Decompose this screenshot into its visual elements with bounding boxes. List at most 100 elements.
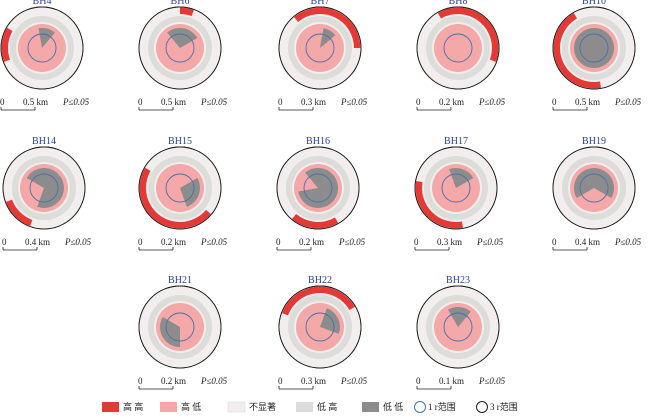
p-value-label: P≤0.05 xyxy=(64,237,92,247)
ring-3r xyxy=(2,146,86,230)
legend-label: 低 低 xyxy=(383,401,403,412)
scale-bar: 0 0.2 km xyxy=(416,97,464,111)
legend-swatch xyxy=(102,402,119,412)
legend: 高 高 高 低 不显著 低 高 低 低 1 r范围 3 r范围 xyxy=(102,401,518,413)
scale-zero: 0 xyxy=(416,97,421,107)
panel-title: BH4 xyxy=(33,0,52,7)
ring-3r xyxy=(416,285,500,369)
panel-title: BH6 xyxy=(171,0,190,7)
low-low-cluster xyxy=(167,27,198,48)
panel-bh21: BH21 0 0.2 km P≤0.05 xyxy=(138,275,228,390)
scale-label: 0.3 km xyxy=(437,237,462,247)
legend-item-high-low: 高 低 xyxy=(160,401,201,412)
scale-label: 0.4 km xyxy=(25,237,50,247)
legend-label: 高 低 xyxy=(181,401,201,412)
high-high-cluster xyxy=(1,27,13,62)
p-value-label: P≤0.05 xyxy=(478,376,506,386)
p-value-label: P≤0.05 xyxy=(200,376,228,386)
ring-1r xyxy=(443,33,473,63)
ring-3r xyxy=(138,146,222,230)
legend-swatch xyxy=(296,402,313,412)
ring-1r xyxy=(305,312,335,342)
panel-title: BH21 xyxy=(168,275,192,286)
ring-1r xyxy=(165,173,195,203)
scale-zero: 0 xyxy=(416,376,421,386)
ring-1r xyxy=(303,173,333,203)
scale-label: 0.2 km xyxy=(161,376,186,386)
ring-1r xyxy=(441,173,471,203)
legend-item-high-high: 高 高 xyxy=(102,401,143,412)
legend-label: 不显著 xyxy=(249,401,276,412)
ring-1r xyxy=(579,33,609,63)
panel-bh8: BH8 0 0.2 km P≤0.05 xyxy=(416,0,506,111)
ring-1r xyxy=(443,312,473,342)
panel-bh7: BH7 0 0.3 km P≤0.05 xyxy=(278,0,368,111)
p-value-label: P≤0.05 xyxy=(200,237,228,247)
scale-label: 0.3 km xyxy=(301,376,326,386)
panel-grid: BH4 0 0.5 km P≤0.05 BH6 0 0.5 km P≤0.05 BH7 0 0.3 … xyxy=(0,0,642,390)
legend-swatch xyxy=(160,402,177,412)
scale-bar: 0 0.5 km xyxy=(0,97,48,111)
low-low-cluster xyxy=(180,178,200,207)
scale-zero: 0 xyxy=(138,237,143,247)
p-value-label: P≤0.05 xyxy=(340,376,368,386)
legend-label: 高 高 xyxy=(123,401,143,412)
high-high-cluster xyxy=(415,180,464,229)
panel-title: BH10 xyxy=(582,0,606,7)
legend-item-not-significant: 不显著 xyxy=(227,401,276,413)
p-value-label: P≤0.05 xyxy=(614,97,642,107)
p-value-label: P≤0.05 xyxy=(62,97,90,107)
panel-bh10: BH10 0 0.5 km P≤0.05 xyxy=(552,0,642,111)
panel-bh15: BH15 0 0.2 km P≤0.05 xyxy=(138,136,228,251)
panel-bh16: BH16 0 0.2 km P≤0.05 xyxy=(276,136,366,251)
high-low-zone xyxy=(434,24,482,72)
scale-bar: 0 0.3 km xyxy=(414,237,462,251)
scale-zero: 0 xyxy=(138,97,143,107)
scale-zero: 0 xyxy=(2,237,7,247)
scale-bar: 0 0.3 km xyxy=(278,376,326,390)
legend-item-low-low: 低 低 xyxy=(362,401,403,412)
low-low-cluster xyxy=(449,168,474,188)
scale-label: 0.4 km xyxy=(575,237,600,247)
ring-3r xyxy=(0,6,84,90)
ring-1r xyxy=(165,33,195,63)
p-value-label: P≤0.05 xyxy=(340,97,368,107)
p-value-label: P≤0.05 xyxy=(338,237,366,247)
legend-label: 3 r范围 xyxy=(490,401,518,412)
scale-zero: 0 xyxy=(278,97,283,107)
scale-zero: 0 xyxy=(414,237,419,247)
p-value-label: P≤0.05 xyxy=(200,97,228,107)
low-low-cluster xyxy=(574,168,614,198)
ring-3r xyxy=(552,146,636,230)
high-high-cluster xyxy=(553,13,602,89)
scale-zero: 0 xyxy=(278,376,283,386)
panel-title: BH8 xyxy=(449,0,468,7)
panel-title: BH15 xyxy=(168,136,192,147)
legend-item-low-high: 低 高 xyxy=(296,401,337,412)
scale-label: 0.3 km xyxy=(301,97,326,107)
panel-bh6: BH6 0 0.5 km P≤0.05 xyxy=(138,0,228,111)
high-high-cluster xyxy=(292,214,339,229)
panel-title: BH17 xyxy=(444,136,468,147)
legend-label: 低 高 xyxy=(317,401,337,412)
scale-zero: 0 xyxy=(552,97,557,107)
panel-title: BH7 xyxy=(311,0,330,7)
legend-swatch xyxy=(362,402,379,412)
ring-3r xyxy=(276,146,360,230)
high-high-cluster xyxy=(139,167,211,229)
scale-bar: 0 0.3 km xyxy=(278,97,326,111)
scale-zero: 0 xyxy=(276,237,281,247)
p-value-label: P≤0.05 xyxy=(476,237,504,247)
legend-label: 1 r范围 xyxy=(428,401,456,412)
legend-item-ring-3r: 3 r范围 xyxy=(476,401,518,413)
scale-label: 0.2 km xyxy=(299,237,324,247)
scale-label: 0.2 km xyxy=(161,237,186,247)
scale-bar: 0 0.2 km xyxy=(276,237,324,251)
high-high-cluster xyxy=(180,7,194,17)
high-high-cluster xyxy=(282,286,355,316)
scale-bar: 0 0.4 km xyxy=(552,237,600,251)
high-high-cluster xyxy=(437,7,499,62)
panel-bh19: BH19 0 0.4 km P≤0.05 xyxy=(552,136,642,251)
scale-bar: 0 0.5 km xyxy=(552,97,600,111)
